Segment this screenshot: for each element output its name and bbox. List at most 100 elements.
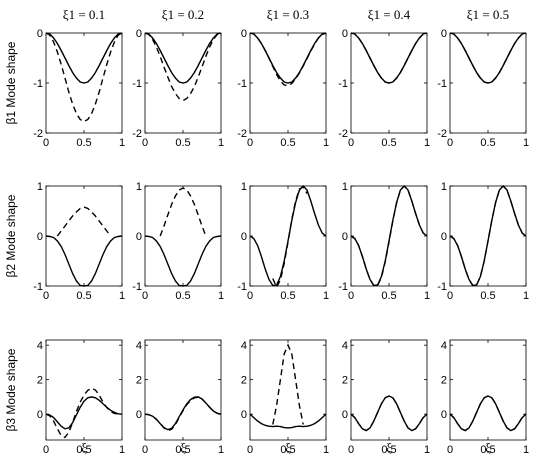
y-tick-label: 4: [441, 340, 447, 352]
solid-series-line: [45, 235, 123, 287]
subplot-panel: 0 0.5 1 0 2 4: [37, 339, 125, 456]
y-tick-label: 0: [37, 28, 43, 40]
y-tick-label: -1: [437, 281, 447, 293]
dashed-series-line: [144, 396, 222, 432]
dashed-series-line: [45, 387, 123, 439]
subplot-panel: 0 0.5 1 -2 -1 0: [437, 28, 529, 149]
y-tick-label: 0: [241, 409, 247, 421]
y-tick-label: -1: [338, 281, 348, 293]
x-tick-label: 1: [119, 290, 125, 302]
subplot-panel: 0 0.5 1 0 2 4: [241, 339, 329, 456]
x-tick-label: 1: [323, 290, 329, 302]
x-tick-label: 0: [348, 444, 354, 456]
y-tick-label: 1: [241, 181, 247, 193]
dashed-series-line: [272, 343, 304, 425]
y-tick-label: -2: [338, 128, 348, 140]
x-tick-label: 0.5: [381, 137, 396, 149]
y-axis-label: β3 Mode shape: [4, 348, 18, 431]
solid-series-line: [45, 32, 123, 84]
subplot-panel: 0 0.5 1-101: [132, 181, 224, 302]
y-tick-label: -1: [237, 78, 247, 90]
solid-series-line: [144, 396, 222, 431]
y-tick-label: -2: [237, 128, 247, 140]
plot-frame: [449, 185, 527, 287]
y-tick-label: 1: [342, 181, 348, 193]
x-tick-label: 0.5: [381, 290, 396, 302]
y-tick-label: 0: [441, 231, 447, 243]
x-tick-label: 0: [247, 137, 253, 149]
plot-frame: [144, 339, 222, 441]
dashed-series-line: [350, 32, 428, 84]
x-tick-label: 0: [447, 290, 453, 302]
y-tick-label: 0: [136, 231, 142, 243]
x-axis-label: ξ: [386, 440, 392, 455]
x-tick-label: 0.5: [175, 290, 190, 302]
x-tick-label: 0.5: [480, 137, 495, 149]
x-tick-label: 0: [247, 290, 253, 302]
y-tick-label: -1: [132, 281, 142, 293]
x-tick-label: 1: [218, 137, 224, 149]
plot-frame: [45, 339, 123, 441]
x-tick-label: 0: [447, 444, 453, 456]
y-tick-label: 0: [342, 409, 348, 421]
y-tick-label: -2: [437, 128, 447, 140]
x-tick-label: 0: [348, 137, 354, 149]
x-tick-label: 0: [447, 137, 453, 149]
column-title: ξ1 = 0.1: [63, 7, 105, 22]
y-tick-label: 4: [241, 340, 247, 352]
x-tick-label: 0.5: [381, 444, 396, 456]
y-tick-label: 0: [241, 28, 247, 40]
x-tick-label: 0: [43, 444, 49, 456]
x-tick-label: 1: [424, 444, 430, 456]
x-axis-label: ξ: [285, 440, 291, 455]
subplot-panel: 0 0.5 1 -2 -1 0: [237, 28, 329, 149]
x-tick-label: 0.5: [76, 290, 91, 302]
solid-series-line: [144, 32, 222, 84]
solid-series-line: [45, 396, 123, 430]
x-tick-label: 0.5: [280, 290, 295, 302]
x-tick-label: 0: [142, 137, 148, 149]
y-tick-label: -1: [437, 78, 447, 90]
subplot-panel: 0 0.5 1 0 2 4: [342, 339, 430, 456]
plot-frame: [350, 185, 428, 287]
dashed-series-line: [144, 32, 222, 102]
dashed-series-line: [45, 32, 123, 123]
y-tick-label: -1: [33, 78, 43, 90]
column-title: ξ1 = 0.4: [368, 7, 411, 22]
y-axis-label: β2 Mode shape: [4, 194, 18, 277]
solid-series-line: [350, 184, 428, 287]
y-tick-label: 0: [441, 409, 447, 421]
y-tick-label: 2: [342, 375, 348, 387]
y-tick-label: 1: [37, 181, 43, 193]
y-tick-label: 4: [342, 340, 348, 352]
subplot-panel: 0 0.5 1-101: [237, 181, 329, 302]
solid-series-line: [144, 235, 222, 287]
subplot-panel: 0 0.5 1 0 2 4: [441, 339, 529, 456]
y-tick-label: 2: [441, 375, 447, 387]
x-tick-label: 0.5: [76, 444, 91, 456]
dashed-series-line: [56, 206, 112, 237]
plot-frame: [449, 339, 527, 441]
column-title: ξ1 = 0.3: [267, 7, 309, 22]
dashed-series-line: [350, 184, 428, 287]
y-tick-label: 0: [136, 28, 142, 40]
x-axis-label: ξ: [485, 440, 491, 455]
x-axis-label: ξ: [81, 440, 87, 455]
x-tick-label: 0.5: [175, 444, 190, 456]
column-title: ξ1 = 0.2: [162, 7, 204, 22]
x-tick-label: 1: [218, 444, 224, 456]
solid-series-line: [449, 395, 527, 432]
x-tick-label: 0.5: [480, 290, 495, 302]
solid-series-line: [249, 413, 327, 429]
subplot-panel: 0 0.5 1-101: [338, 181, 430, 302]
x-tick-label: 1: [424, 290, 430, 302]
y-tick-label: 0: [241, 231, 247, 243]
x-tick-label: 1: [523, 290, 529, 302]
y-tick-label: 1: [441, 181, 447, 193]
y-tick-label: 0: [37, 231, 43, 243]
x-tick-label: 1: [119, 137, 125, 149]
y-tick-label: -1: [132, 78, 142, 90]
y-tick-label: -1: [237, 281, 247, 293]
dashed-series-line: [249, 32, 327, 87]
